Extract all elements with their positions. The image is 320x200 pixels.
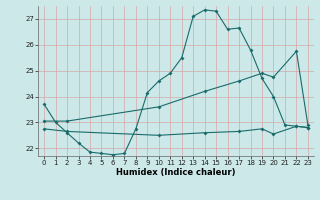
X-axis label: Humidex (Indice chaleur): Humidex (Indice chaleur)	[116, 168, 236, 177]
